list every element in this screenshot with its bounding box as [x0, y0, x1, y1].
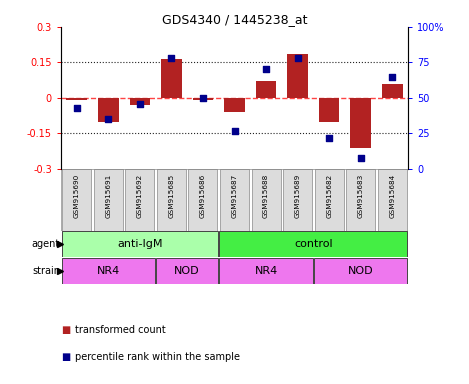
Bar: [61, 231, 218, 257]
Point: [136, 101, 144, 107]
Point: [105, 116, 112, 122]
Bar: [283, 169, 312, 230]
Text: agent: agent: [32, 239, 60, 249]
Bar: [94, 169, 123, 230]
Text: GSM915682: GSM915682: [326, 174, 332, 218]
Text: strain: strain: [32, 266, 60, 276]
Point: [231, 127, 238, 134]
Text: GSM915690: GSM915690: [74, 174, 80, 218]
Text: control: control: [294, 239, 333, 249]
Point: [294, 55, 302, 61]
Text: anti-IgM: anti-IgM: [117, 239, 163, 249]
Text: percentile rank within the sample: percentile rank within the sample: [75, 352, 240, 362]
Bar: [219, 231, 408, 257]
Bar: [256, 81, 276, 98]
Point: [199, 95, 207, 101]
Text: GSM915689: GSM915689: [295, 174, 301, 218]
Text: transformed count: transformed count: [75, 325, 166, 335]
Text: NOD: NOD: [174, 266, 200, 276]
Bar: [251, 169, 280, 230]
Text: ■: ■: [61, 325, 70, 335]
Bar: [378, 169, 407, 230]
Point: [388, 73, 396, 79]
Point: [325, 135, 333, 141]
Bar: [319, 98, 340, 122]
Text: NOD: NOD: [348, 266, 373, 276]
Bar: [315, 169, 344, 230]
Bar: [62, 169, 91, 230]
Point: [73, 105, 81, 111]
Text: ■: ■: [61, 352, 70, 362]
Text: GSM915687: GSM915687: [232, 174, 237, 218]
Bar: [61, 258, 155, 284]
Text: GSM915688: GSM915688: [263, 174, 269, 218]
Bar: [156, 258, 218, 284]
Bar: [220, 169, 249, 230]
Bar: [219, 258, 313, 284]
Bar: [129, 98, 150, 105]
Bar: [287, 54, 308, 98]
Text: GSM915683: GSM915683: [358, 174, 363, 218]
Point: [357, 154, 364, 161]
Text: GSM915692: GSM915692: [137, 174, 143, 218]
Bar: [67, 98, 87, 100]
Bar: [189, 169, 218, 230]
Text: GSM915686: GSM915686: [200, 174, 206, 218]
Bar: [382, 84, 402, 98]
Text: GSM915684: GSM915684: [389, 174, 395, 218]
Title: GDS4340 / 1445238_at: GDS4340 / 1445238_at: [162, 13, 307, 26]
Text: NR4: NR4: [254, 266, 278, 276]
Bar: [314, 258, 408, 284]
Bar: [346, 169, 375, 230]
Bar: [350, 98, 371, 147]
Bar: [125, 169, 154, 230]
Bar: [157, 169, 186, 230]
Bar: [193, 98, 213, 100]
Bar: [224, 98, 245, 112]
Point: [167, 55, 175, 61]
Bar: [161, 59, 182, 98]
Bar: [98, 98, 119, 122]
Text: GSM915691: GSM915691: [106, 174, 111, 218]
Text: GSM915685: GSM915685: [168, 174, 174, 218]
Point: [262, 66, 270, 73]
Text: NR4: NR4: [97, 266, 120, 276]
